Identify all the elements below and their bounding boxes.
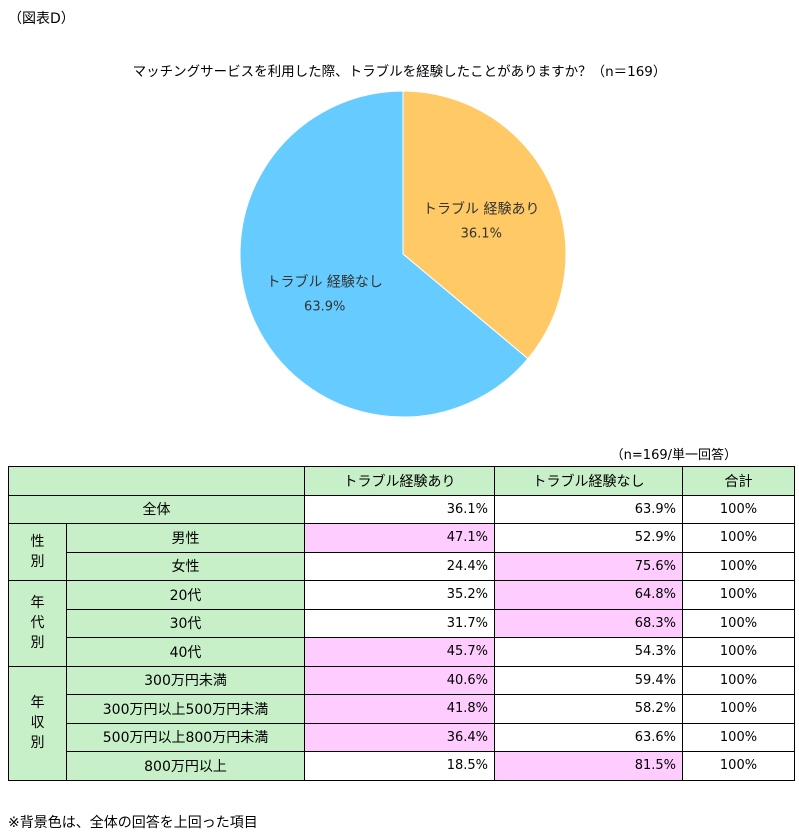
cell-total: 100%: [682, 551, 795, 581]
cell-total: 100%: [682, 608, 795, 638]
cell-yes: 35.2%: [304, 580, 495, 610]
table-row: 30代 31.7% 68.3% 100%: [9, 608, 795, 638]
cell-total: 100%: [682, 580, 795, 610]
header-col-yes: トラブル経験あり: [304, 466, 495, 496]
group-label-char: 代: [30, 615, 45, 632]
cell-yes: 41.8%: [304, 694, 495, 724]
header-col-no: トラブル経験なし: [494, 466, 683, 496]
group-label: 性別: [8, 523, 67, 581]
pie-slice-value: 63.9%: [304, 300, 345, 315]
pie-chart: トラブル 経験あり 36.1% トラブル 経験なし 63.9%: [239, 90, 567, 418]
cell-yes: 40.6%: [304, 665, 495, 695]
group-label-char: 収: [30, 715, 45, 731]
table-row-overall: 全体 36.1% 63.9% 100%: [8, 494, 795, 524]
cell-yes: 47.1%: [304, 523, 495, 553]
cell-total: 100%: [682, 722, 795, 752]
cell-no: 75.6%: [494, 551, 683, 581]
group-label-char: 別: [30, 554, 45, 570]
table-note: （n=169/単一回答）: [610, 448, 737, 463]
cell-yes: 45.7%: [304, 637, 495, 667]
cell-no: 68.3%: [494, 608, 683, 638]
footer-note: ※背景色は、全体の回答を上回った項目: [8, 815, 258, 831]
header-blank: [8, 466, 305, 496]
cell-no: 81.5%: [494, 751, 683, 781]
cell-no: 59.4%: [494, 665, 683, 695]
cell-total: 100%: [682, 751, 795, 781]
results-table: トラブル経験あり トラブル経験なし 合計 全体 36.1% 63.9% 100%…: [8, 466, 795, 781]
group-label-char: 性: [30, 534, 45, 550]
pie-slice-label: トラブル 経験あり: [423, 200, 539, 217]
cell-no: 52.9%: [494, 523, 683, 553]
pie-slice-label: トラブル 経験なし: [266, 274, 382, 291]
table-row: 年代別 20代 35.2% 64.8% 100%: [8, 580, 795, 667]
pie-slice-0: [402, 90, 567, 360]
row-label: 300万円未満: [66, 665, 305, 695]
cell-no: 63.6%: [494, 722, 683, 752]
group-label-char: 年: [30, 595, 45, 612]
table-row: 300万円以上500万円未満 41.8% 58.2% 100%: [9, 694, 795, 724]
row-label-overall: 全体: [8, 494, 305, 524]
table-row: 女性 24.4% 75.6% 100%: [9, 551, 795, 581]
table-row: 年収別 300万円未満 40.6% 59.4% 100%: [8, 665, 795, 781]
cell-no: 64.8%: [494, 580, 683, 610]
cell-total: 100%: [682, 637, 795, 667]
row-label: 500万円以上800万円未満: [66, 722, 305, 752]
cell-overall-no: 63.9%: [494, 494, 683, 524]
cell-total: 100%: [682, 523, 795, 553]
row-label: 30代: [66, 608, 305, 638]
cell-total: 100%: [682, 665, 795, 695]
row-label: 300万円以上500万円未満: [66, 694, 305, 724]
chart-title: マッチングサービスを利用した際、トラブルを経験したことがありますか？（n＝169…: [132, 64, 667, 80]
table-row: 40代 45.7% 54.3% 100%: [9, 637, 795, 667]
group-label: 年収別: [8, 665, 67, 781]
table-row: 800万円以上 18.5% 81.5% 100%: [9, 751, 795, 781]
row-label: 800万円以上: [66, 751, 305, 781]
cell-yes: 24.4%: [304, 551, 495, 581]
row-label: 40代: [66, 637, 305, 667]
header-col-total: 合計: [682, 466, 795, 496]
cell-no: 54.3%: [494, 637, 683, 667]
cell-overall-yes: 36.1%: [304, 494, 495, 524]
pie-slice-value: 36.1%: [461, 226, 502, 241]
pie-slice-1: [239, 90, 529, 418]
cell-yes: 31.7%: [304, 608, 495, 638]
table-header-row: トラブル経験あり トラブル経験なし 合計: [8, 466, 795, 496]
group-label-char: 別: [30, 635, 45, 652]
table-row: 性別男性 47.1% 52.9% 100%: [8, 523, 795, 581]
row-label: 男性: [66, 523, 305, 553]
group-label: 年代別: [8, 580, 67, 667]
group-label-char: 別: [30, 735, 45, 751]
cell-overall-total: 100%: [682, 494, 795, 524]
cell-no: 58.2%: [494, 694, 683, 724]
table-row: 500万円以上800万円未満 36.4% 63.6% 100%: [9, 722, 795, 752]
row-label: 20代: [66, 580, 305, 610]
group-label-char: 年: [30, 695, 45, 711]
cell-yes: 36.4%: [304, 722, 495, 752]
cell-total: 100%: [682, 694, 795, 724]
row-label: 女性: [66, 551, 305, 581]
cell-yes: 18.5%: [304, 751, 495, 781]
figure-label: （図表D）: [8, 11, 75, 27]
